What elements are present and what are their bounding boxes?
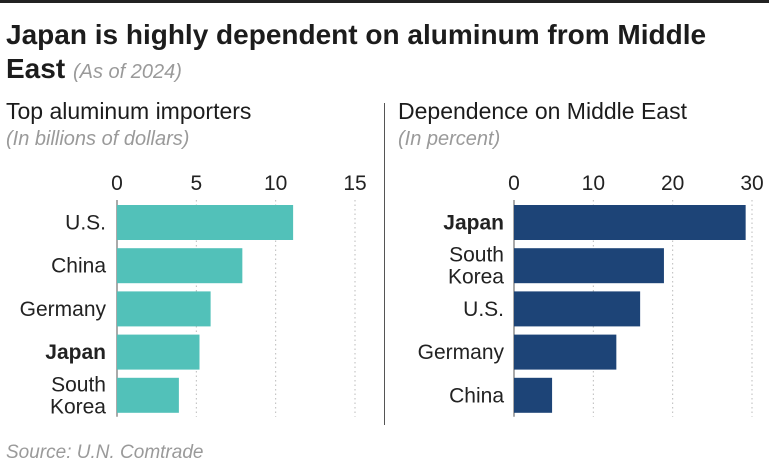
- bar-japan: [117, 334, 200, 370]
- tick-label-30: 30: [740, 172, 763, 195]
- bar-germany: [514, 334, 617, 370]
- category-label-south-korea-line2: Korea: [50, 395, 106, 418]
- bar-u-s: [514, 291, 641, 327]
- category-label-south-korea-line1: South: [51, 373, 106, 396]
- tick-label-15: 15: [343, 172, 366, 195]
- category-label-south-korea-line2: Korea: [448, 266, 504, 289]
- tick-label-0: 0: [508, 172, 520, 195]
- bar-south-korea: [117, 377, 179, 413]
- tick-label-10: 10: [264, 172, 287, 195]
- figure-title: Japan is highly dependent on aluminum fr…: [6, 18, 766, 89]
- bar-south-korea: [514, 248, 664, 284]
- bar-china: [117, 248, 243, 284]
- bar-germany: [117, 291, 211, 327]
- bar-japan: [514, 205, 746, 240]
- right-panel-subtitle: (In percent): [398, 128, 501, 150]
- bar-china: [514, 377, 553, 413]
- tick-label-10: 10: [582, 172, 605, 195]
- panel-divider: [384, 103, 385, 425]
- tick-label-20: 20: [661, 172, 684, 195]
- title-text: Japan is highly dependent on aluminum fr…: [6, 19, 707, 84]
- left-panel-title: Top aluminum importers: [6, 98, 252, 124]
- tick-label-0: 0: [111, 172, 123, 195]
- category-label-u-s: U.S.: [65, 212, 106, 235]
- category-label-china: China: [449, 384, 504, 407]
- tick-label-5: 5: [190, 172, 202, 195]
- top-rule: [0, 0, 769, 3]
- category-label-japan: Japan: [45, 341, 106, 364]
- category-label-china: China: [51, 255, 106, 278]
- category-label-u-s: U.S.: [463, 298, 504, 321]
- category-label-south-korea-line1: South: [449, 244, 504, 267]
- bar-u-s: [117, 205, 294, 240]
- source-note: Source: U.N. Comtrade: [6, 442, 204, 463]
- category-label-germany: Germany: [418, 341, 505, 364]
- right-panel-title: Dependence on Middle East: [398, 98, 687, 124]
- left-panel-subtitle: (In billions of dollars): [6, 128, 190, 150]
- title-note: (As of 2024): [72, 61, 182, 83]
- category-label-germany: Germany: [20, 298, 107, 321]
- category-label-japan: Japan: [443, 212, 504, 235]
